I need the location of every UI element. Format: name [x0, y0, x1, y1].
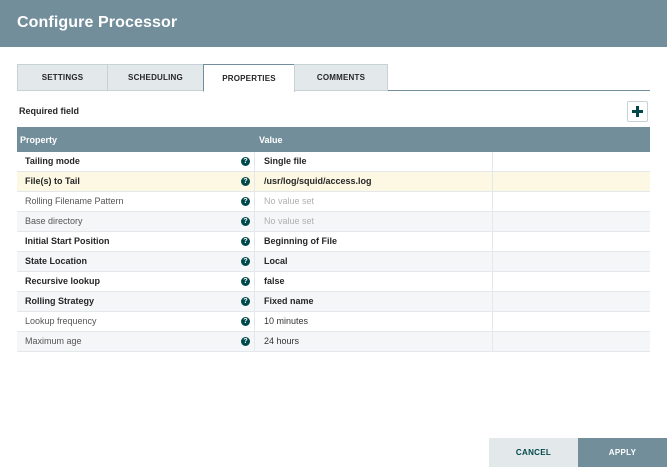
table-row[interactable]: State Location? Local	[17, 252, 650, 272]
info-icon[interactable]: ?	[241, 337, 250, 346]
info-icon[interactable]: ?	[241, 177, 250, 186]
property-name: Maximum age	[17, 332, 255, 351]
cancel-button[interactable]: CANCEL	[489, 438, 578, 467]
table-row[interactable]: Recursive lookup? false	[17, 272, 650, 292]
property-name: File(s) to Tail	[17, 172, 255, 191]
property-value[interactable]: No value set	[256, 192, 493, 211]
tab-comments[interactable]: COMMENTS	[294, 64, 388, 91]
required-field-label: Required field	[19, 106, 80, 116]
property-name: Rolling Filename Pattern	[17, 192, 255, 211]
property-value[interactable]: Beginning of File	[256, 232, 493, 251]
tab-settings[interactable]: SETTINGS	[17, 64, 108, 91]
table-row[interactable]: Lookup frequency? 10 minutes	[17, 312, 650, 332]
property-name: Lookup frequency	[17, 312, 255, 331]
tab-properties[interactable]: PROPERTIES	[203, 64, 295, 92]
property-name: Recursive lookup	[17, 272, 255, 291]
property-value[interactable]: Local	[256, 252, 493, 271]
info-icon[interactable]: ?	[241, 237, 250, 246]
property-value[interactable]: Single file	[256, 152, 493, 171]
property-name: Tailing mode	[17, 152, 255, 171]
table-row[interactable]: Rolling Filename Pattern? No value set	[17, 192, 650, 212]
table-row[interactable]: Tailing mode? Single file	[17, 152, 650, 172]
property-value[interactable]: /usr/log/squid/access.log	[256, 172, 493, 191]
property-name: Initial Start Position	[17, 232, 255, 251]
table-header: Property Value	[17, 127, 650, 152]
info-icon[interactable]: ?	[241, 277, 250, 286]
property-name: Base directory	[17, 212, 255, 231]
property-name: Rolling Strategy	[17, 292, 255, 311]
tab-scheduling[interactable]: SCHEDULING	[107, 64, 204, 91]
table-row[interactable]: Initial Start Position? Beginning of File	[17, 232, 650, 252]
table-row[interactable]: File(s) to Tail? /usr/log/squid/access.lo…	[17, 172, 650, 192]
table-row[interactable]: Maximum age? 24 hours	[17, 332, 650, 352]
property-value[interactable]: 10 minutes	[256, 312, 493, 331]
property-name: State Location	[17, 252, 255, 271]
property-value[interactable]: No value set	[256, 212, 493, 231]
dialog-header: Configure Processor	[0, 0, 667, 47]
dialog-title: Configure Processor	[17, 14, 178, 31]
info-icon[interactable]: ?	[241, 297, 250, 306]
apply-button[interactable]: APPLY	[578, 438, 667, 467]
property-value[interactable]: 24 hours	[256, 332, 493, 351]
property-value[interactable]: false	[256, 272, 493, 291]
table-row[interactable]: Rolling Strategy? Fixed name	[17, 292, 650, 312]
info-icon[interactable]: ?	[241, 317, 250, 326]
properties-table: Property Value Tailing mode? Single file F…	[17, 127, 650, 352]
property-value[interactable]: Fixed name	[256, 292, 493, 311]
column-header-property: Property	[20, 135, 58, 145]
add-property-button[interactable]	[627, 101, 648, 122]
table-row[interactable]: Base directory? No value set	[17, 212, 650, 232]
tab-bar: SETTINGS SCHEDULING PROPERTIES COMMENTS	[17, 64, 650, 92]
plus-icon	[632, 106, 643, 117]
info-icon[interactable]: ?	[241, 157, 250, 166]
info-icon[interactable]: ?	[241, 217, 250, 226]
info-icon[interactable]: ?	[241, 197, 250, 206]
info-icon[interactable]: ?	[241, 257, 250, 266]
column-header-value: Value	[259, 135, 283, 145]
